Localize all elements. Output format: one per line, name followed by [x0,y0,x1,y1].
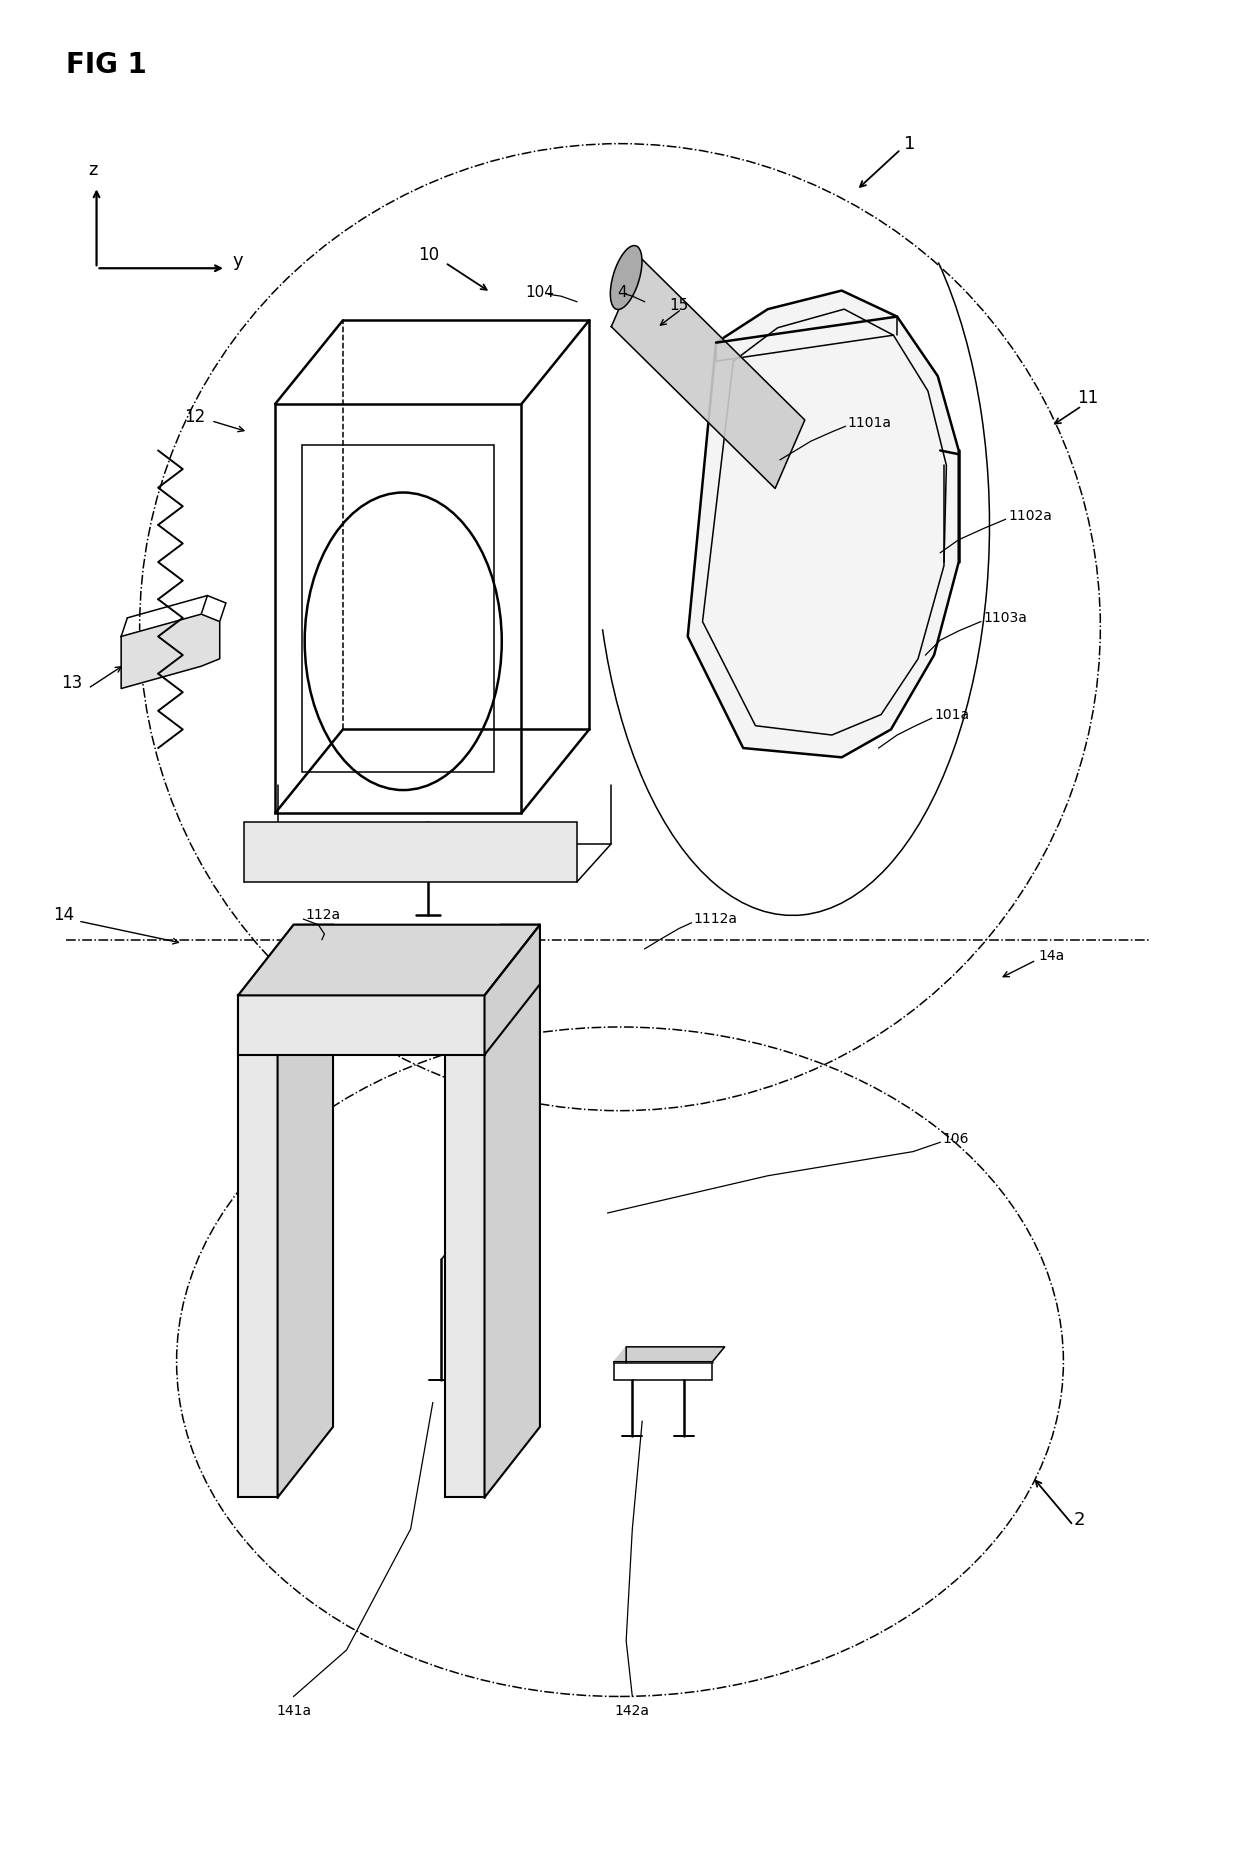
Bar [303,445,495,771]
Text: 12: 12 [185,407,206,426]
Text: 112a: 112a [306,908,341,923]
Polygon shape [122,615,219,689]
Text: 104: 104 [526,286,554,301]
Polygon shape [614,1347,724,1362]
Polygon shape [485,925,539,1498]
Bar [244,822,577,882]
Text: 106: 106 [942,1132,970,1145]
Bar [275,403,522,813]
Text: 2: 2 [1074,1511,1085,1528]
Text: FIG 1: FIG 1 [66,50,146,78]
Text: 14a: 14a [1039,949,1065,964]
Text: 1112a: 1112a [694,912,738,927]
Text: 101a: 101a [934,708,970,721]
Text: y: y [232,252,243,269]
Text: 141a: 141a [277,1704,311,1719]
Text: 1: 1 [904,134,915,153]
Text: 15: 15 [670,297,688,314]
Text: 10: 10 [419,247,440,263]
Polygon shape [485,925,539,1055]
Text: 13: 13 [61,674,83,691]
Polygon shape [278,925,334,1498]
Text: 4: 4 [618,286,627,301]
Bar [238,996,278,1498]
Ellipse shape [610,245,642,310]
Polygon shape [238,925,539,996]
Text: 1101a: 1101a [848,415,892,430]
Text: 142a: 142a [615,1704,650,1719]
Polygon shape [688,291,959,757]
Text: 1103a: 1103a [983,611,1027,626]
Bar [445,996,485,1498]
Polygon shape [611,258,805,488]
Text: 14: 14 [53,906,74,925]
Bar [238,996,485,1055]
Polygon shape [445,925,539,996]
Text: 11: 11 [1078,389,1099,407]
Text: z: z [88,161,98,179]
Polygon shape [238,925,334,996]
Text: 1102a: 1102a [1008,508,1052,523]
